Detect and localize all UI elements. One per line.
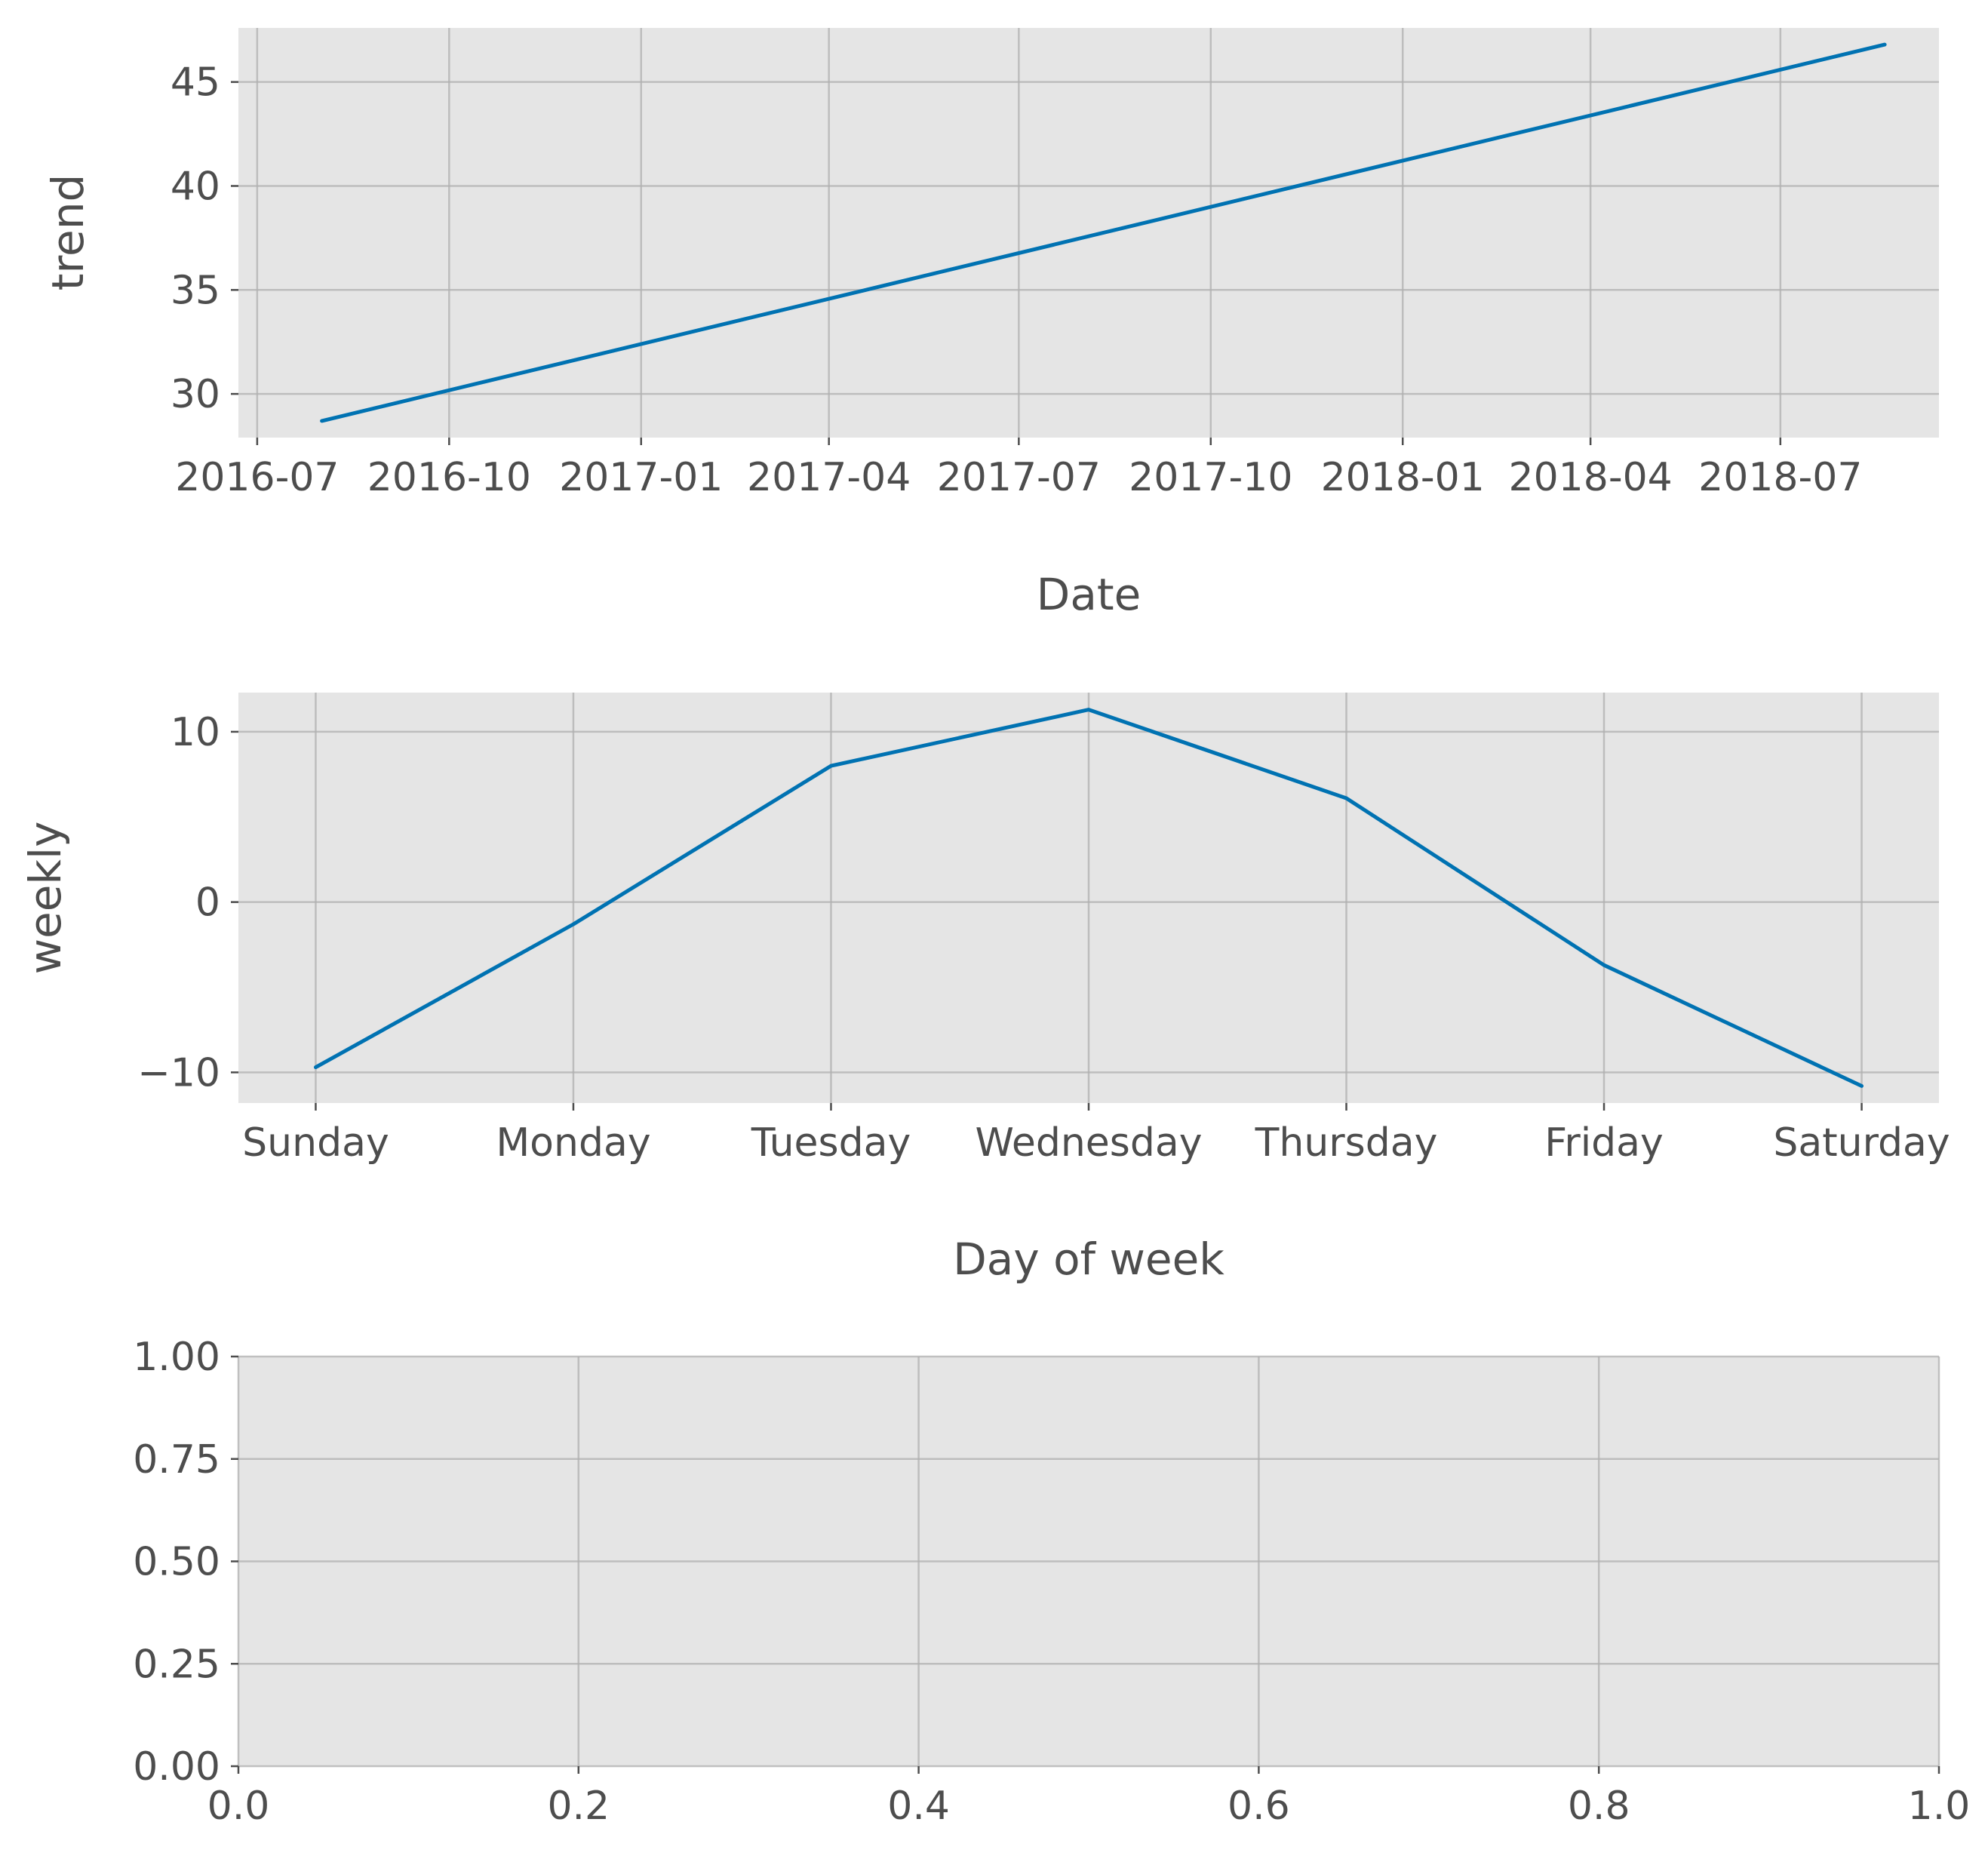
- empty-panel: 0.0 0.2 0.4 0.6 0.8 1.0 0.00 0.25 0.50 0.75 1.00: [133, 1335, 1970, 1829]
- trend-x-tick-label: 2017-01: [559, 455, 723, 500]
- trend-x-tick-label: 2017-04: [747, 455, 911, 500]
- trend-x-axis-label: Date: [1037, 569, 1141, 620]
- trend-grid: [238, 28, 1939, 438]
- weekly-y-tick-label: 10: [171, 710, 220, 755]
- trend-y-tick-label: 30: [171, 372, 220, 417]
- empty-x-tick-label: 0.6: [1228, 1784, 1290, 1829]
- weekly-y-axis-label: weekly: [20, 822, 71, 975]
- empty-x-tick-label: 0.2: [547, 1784, 610, 1829]
- weekly-y-tick-label: 0: [195, 880, 220, 926]
- weekly-x-tick-label: Saturday: [1773, 1120, 1950, 1166]
- empty-y-tick-label: 1.00: [133, 1335, 220, 1380]
- weekly-x-tick-label: Sunday: [242, 1120, 389, 1166]
- empty-x-tick-label: 1.0: [1908, 1784, 1971, 1829]
- trend-series-line: [320, 42, 1887, 423]
- trend-x-tick-label: 2016-07: [175, 455, 339, 500]
- empty-y-tick-label: 0.50: [133, 1540, 220, 1585]
- weekly-series-line: [314, 708, 1864, 1088]
- trend-y-tick-label: 40: [171, 164, 220, 209]
- weekly-ticks: Sunday Monday Tuesday Wednesday Thursday Frid…: [137, 710, 1950, 1166]
- trend-series: [320, 42, 1887, 423]
- trend-x-tick-label: 2017-07: [937, 455, 1101, 500]
- trend-x-tick-label: 2018-04: [1508, 455, 1672, 500]
- trend-x-tick-label: 2016-10: [367, 455, 531, 500]
- trend-y-axis-label: trend: [42, 174, 94, 291]
- trend-panel: 2016-07 2016-10 2017-01 2017-04 2017-07 2017-…: [42, 28, 1939, 620]
- trend-plot-area: [238, 28, 1939, 438]
- empty-x-tick-label: 0.8: [1568, 1784, 1630, 1829]
- weekly-x-tick-label: Tuesday: [751, 1120, 911, 1166]
- weekly-x-tick-label: Wednesday: [975, 1120, 1202, 1166]
- weekly-series: [314, 708, 1864, 1088]
- weekly-x-tick-label: Thursday: [1255, 1120, 1438, 1166]
- empty-y-tick-label: 0.25: [133, 1642, 220, 1687]
- weekly-x-tick-label: Monday: [496, 1120, 650, 1166]
- trend-x-tick-label: 2017-10: [1129, 455, 1292, 500]
- trend-y-tick-label: 35: [171, 268, 220, 313]
- weekly-y-tick-label: −10: [137, 1050, 220, 1095]
- weekly-panel: Sunday Monday Tuesday Wednesday Thursday Frid…: [20, 693, 1950, 1285]
- weekly-x-tick-label: Friday: [1544, 1120, 1664, 1166]
- weekly-grid: [238, 693, 1939, 1103]
- empty-y-tick-label: 0.00: [133, 1744, 220, 1790]
- trend-x-tick-label: 2018-07: [1698, 455, 1862, 500]
- empty-x-tick-label: 0.4: [887, 1784, 950, 1829]
- trend-x-tick-label: 2018-01: [1321, 455, 1485, 500]
- trend-ticks: 2016-07 2016-10 2017-01 2017-04 2017-07 2017-…: [171, 60, 1863, 500]
- empty-x-tick-label: 0.0: [207, 1784, 270, 1829]
- trend-y-tick-label: 45: [171, 60, 220, 106]
- empty-ticks: 0.0 0.2 0.4 0.6 0.8 1.0 0.00 0.25 0.50 0.75 1.00: [133, 1335, 1970, 1829]
- empty-y-tick-label: 0.75: [133, 1437, 220, 1483]
- weekly-x-axis-label: Day of week: [953, 1234, 1224, 1285]
